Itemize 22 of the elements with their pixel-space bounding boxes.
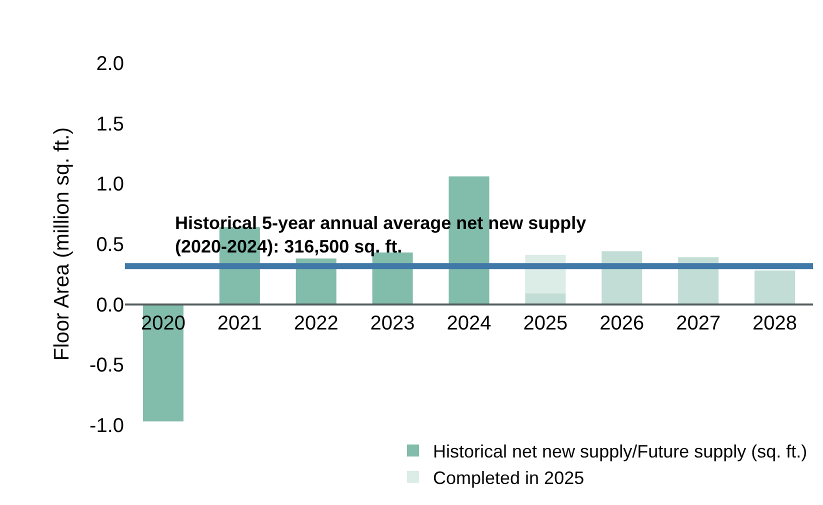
y-tick-label: 2.0	[96, 53, 124, 75]
ref-line-label: Historical 5-year annual average net new supply (2020-2024): 316,500 sq. ft.	[175, 213, 586, 256]
bar	[525, 293, 566, 304]
x-tick-label: 2028	[752, 312, 798, 334]
legend-label: Completed in 2025	[433, 468, 584, 488]
y-tick-label: -0.5	[90, 354, 124, 377]
y-tick-label: 0.0	[96, 294, 124, 316]
y-tick-label: 0.5	[96, 234, 124, 256]
x-tick-label: 2021	[217, 312, 262, 334]
y-axis-title: Floor Area (million sq. ft.)	[50, 127, 74, 361]
x-tick-label: 2023	[370, 312, 415, 334]
x-tick-label: 2024	[446, 312, 492, 334]
x-tick-label: 2026	[600, 312, 644, 334]
y-tick-label: -1.0	[90, 415, 124, 437]
bar	[754, 270, 796, 304]
bar	[448, 176, 490, 304]
y-tick-label: 1.0	[96, 174, 124, 196]
x-tick-label: 2025	[523, 312, 568, 334]
y-tick-label: 1.5	[96, 113, 124, 136]
x-tick-label: 2022	[294, 312, 338, 334]
legend-label: Historical net new supply/Future supply (sq. ft.)	[433, 441, 808, 462]
x-tick-label: 2027	[676, 312, 721, 334]
